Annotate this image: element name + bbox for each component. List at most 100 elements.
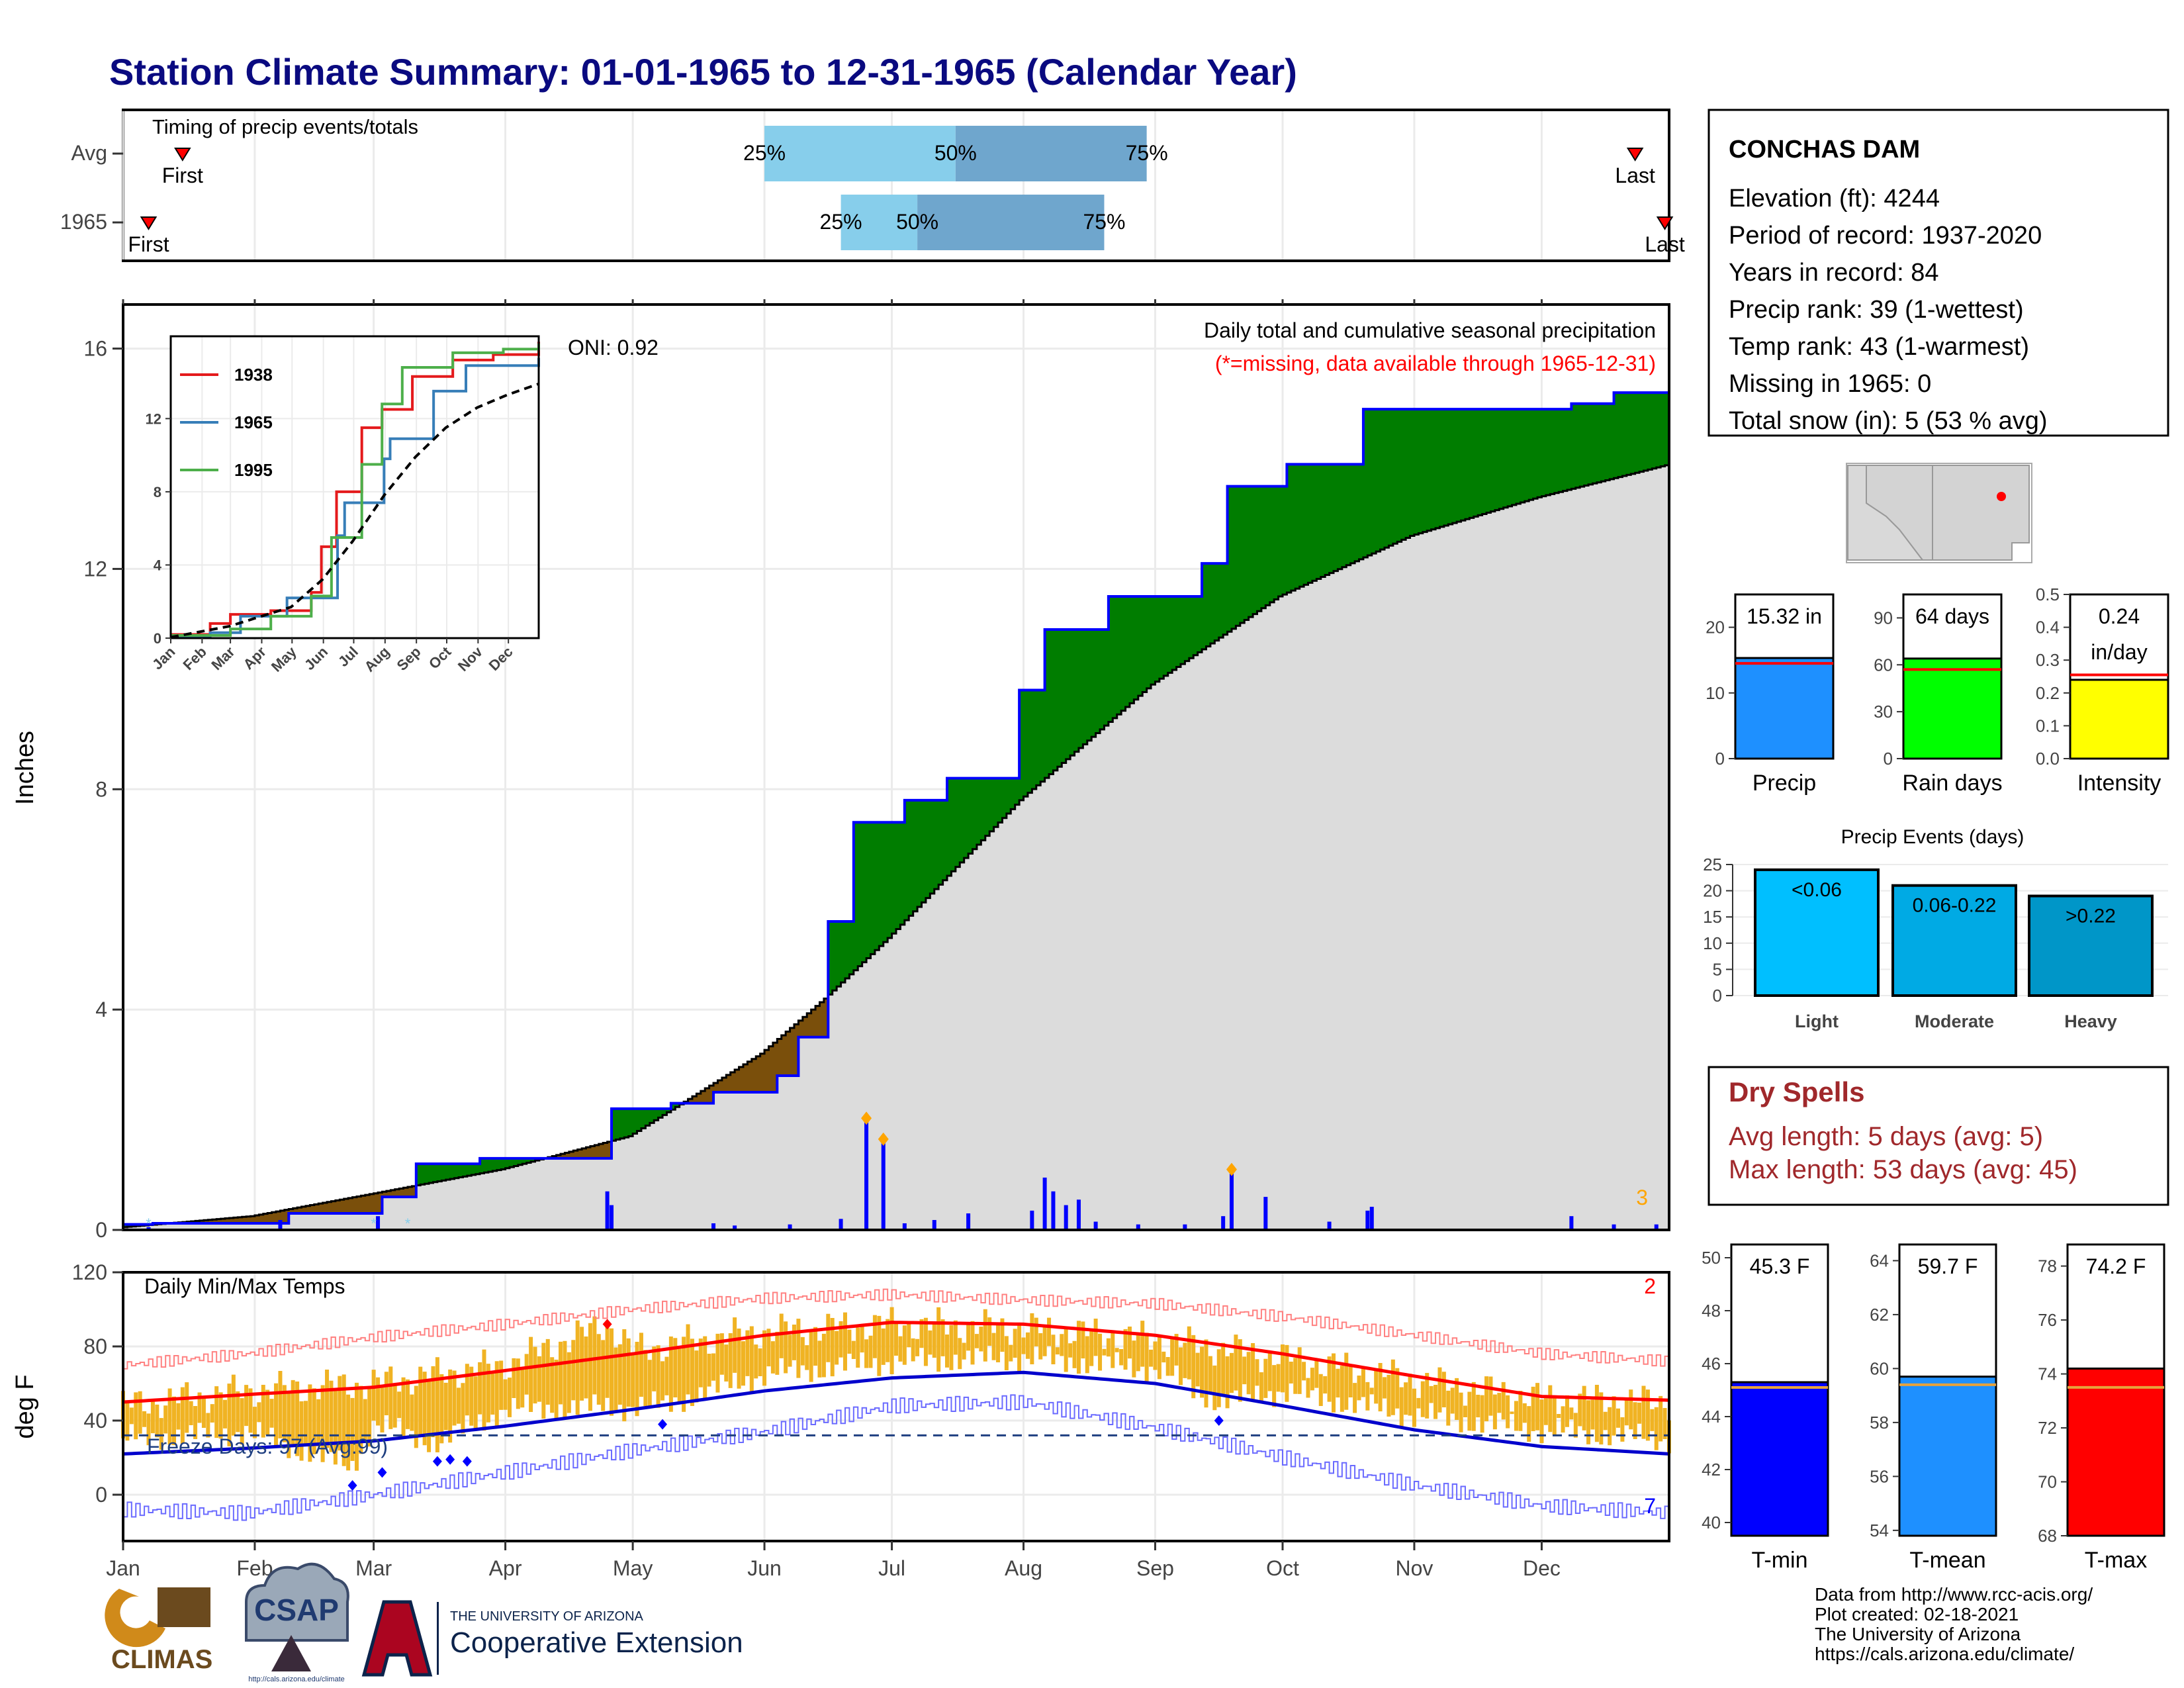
climatology-area xyxy=(123,464,1669,1230)
record-marker xyxy=(347,1480,357,1491)
summary-bar xyxy=(2069,679,2169,760)
daily-precip-bar xyxy=(733,1225,737,1230)
daily-precip-bar xyxy=(376,1216,381,1230)
daily-precip-bar xyxy=(1369,1207,1374,1230)
q50-label: 50% xyxy=(896,210,938,234)
daily-precip-bar xyxy=(1327,1221,1332,1230)
avg-min-line xyxy=(122,1370,1670,1456)
ytick-label: 5 xyxy=(1713,959,1722,979)
ytick-label: 60 xyxy=(1874,655,1893,675)
precip-subheader: (*=missing, data available through 1965-… xyxy=(1215,352,1656,375)
dry-spells-max: Max length: 53 days (avg: 45) xyxy=(1729,1155,2077,1184)
dry-spells-avg: Avg length: 5 days (avg: 5) xyxy=(1729,1122,2043,1151)
ytick-label: 10 xyxy=(1703,933,1722,953)
first-marker-label: First xyxy=(128,232,169,256)
daily-precip-bar xyxy=(605,1191,610,1230)
event-bar xyxy=(1754,868,1880,998)
station-info-box: CONCHAS DAM Elevation (ft): 4244 Period … xyxy=(1707,109,2169,437)
month-label: Oct xyxy=(1266,1556,1299,1580)
ytick-label: 10 xyxy=(1706,683,1725,703)
inset-series-line xyxy=(171,344,540,637)
record-max-line xyxy=(123,1288,1670,1370)
daily-precip-bar xyxy=(788,1224,792,1230)
ytick-label: 80 xyxy=(83,1335,107,1358)
temp-title: Daily Min/Max Temps xyxy=(144,1274,345,1298)
summary-bar-label: Precip xyxy=(1752,771,1816,796)
daily-precip-bar xyxy=(1064,1205,1068,1230)
daily-precip-bar xyxy=(1229,1172,1234,1230)
ytick-label: 76 xyxy=(2038,1310,2057,1330)
timing-row-label: 1965 xyxy=(60,210,107,234)
first-marker-label: First xyxy=(162,164,203,187)
ytick-label: 70 xyxy=(2038,1472,2057,1492)
temp-panel: deg F Daily Min/Max Temps Freeze Days: 9… xyxy=(11,1260,1671,1580)
timing-row-label: Avg xyxy=(71,141,107,165)
summary-bar-label: Intensity xyxy=(2077,771,2161,796)
record-marker xyxy=(1214,1415,1224,1426)
legend-label: 1965 xyxy=(234,412,273,432)
temp-bar-label: T-max xyxy=(2085,1548,2147,1573)
summary-value: 0.24 xyxy=(2099,604,2140,628)
temp-bar xyxy=(1898,1376,1997,1537)
event-bar xyxy=(1891,884,2017,998)
ytick-label: 20 xyxy=(1706,618,1725,637)
quartile-bar-low xyxy=(764,126,956,181)
daily-precip-bar xyxy=(966,1213,971,1230)
ua-big-text: Cooperative Extension xyxy=(450,1626,743,1659)
avg-max-line xyxy=(122,1321,1670,1404)
observed-cumulative-line xyxy=(123,386,1670,1226)
ytick-label: 48 xyxy=(1702,1301,1721,1321)
precip-summary-bars: 15.32 in Precip 0 10 20 64 days Rain days 0 30 60… xyxy=(1706,585,2169,796)
ytick-label: 56 xyxy=(1870,1466,1889,1486)
ytick-label: 54 xyxy=(1870,1521,1889,1540)
ytick-label: 60 xyxy=(1870,1358,1889,1378)
page-title: Station Climate Summary: 01-01-1965 to 1… xyxy=(109,51,1297,93)
record-marker xyxy=(445,1454,455,1465)
ytick-label: 12 xyxy=(83,557,107,581)
extreme-marker xyxy=(878,1132,889,1146)
daily-precip-bar xyxy=(1093,1221,1098,1230)
record-marker xyxy=(462,1456,472,1467)
event-bar-label: <0.06 xyxy=(1792,879,1842,901)
daily-precip-bar xyxy=(881,1141,886,1230)
quartile-bar-low xyxy=(841,195,918,250)
event-bar xyxy=(2028,894,2154,998)
month-label: Aug xyxy=(1005,1556,1042,1580)
record-marker xyxy=(602,1319,612,1330)
station-line: Years in record: 84 xyxy=(1729,259,1939,287)
ytick-label: 0 xyxy=(1715,749,1725,769)
month-label: Dec xyxy=(1523,1556,1561,1580)
ytick-label: 40 xyxy=(1702,1513,1721,1532)
daily-precip-bar xyxy=(1569,1216,1574,1230)
daily-precip-bar xyxy=(864,1121,869,1230)
ytick-label: 62 xyxy=(1870,1305,1889,1325)
extreme-marker xyxy=(861,1111,872,1125)
inset-ytick-label: 8 xyxy=(154,484,161,500)
timing-panel: Timing of precip events/totals Avg 25% 50%… xyxy=(60,109,1685,262)
temp-value: 59.7 F xyxy=(1918,1254,1978,1278)
inset-ytick-label: 0 xyxy=(154,630,161,647)
ytick-label: 0 xyxy=(95,1483,107,1507)
ytick-label: 46 xyxy=(1702,1354,1721,1374)
timing-title: Timing of precip events/totals xyxy=(152,115,418,138)
record-min-line xyxy=(123,1394,1670,1521)
ytick-label: 68 xyxy=(2038,1526,2057,1546)
footer-line: Data from http://www.rcc-acis.org/ xyxy=(1815,1584,2093,1605)
ytick-label: 0 xyxy=(1884,749,1893,769)
ytick-label: 0 xyxy=(95,1218,107,1242)
temp-bar xyxy=(1730,1381,1829,1537)
month-label: Sep xyxy=(1136,1556,1174,1580)
last-marker-label: Last xyxy=(1615,164,1655,187)
daily-precip-bar xyxy=(1654,1224,1659,1230)
ytick-label: 40 xyxy=(83,1409,107,1432)
dry-spells-title: Dry Spells xyxy=(1729,1076,1864,1107)
q75-label: 75% xyxy=(1126,141,1168,165)
max-count: 2 xyxy=(1644,1274,1656,1298)
extreme-marker xyxy=(1226,1162,1237,1176)
month-label: Nov xyxy=(1395,1556,1433,1580)
inset-average-line xyxy=(170,382,539,639)
station-line: Precip rank: 39 (1-wettest) xyxy=(1729,296,2024,324)
footer-line: The University of Arizona xyxy=(1815,1624,2021,1644)
daily-precip-bar xyxy=(1365,1210,1370,1230)
